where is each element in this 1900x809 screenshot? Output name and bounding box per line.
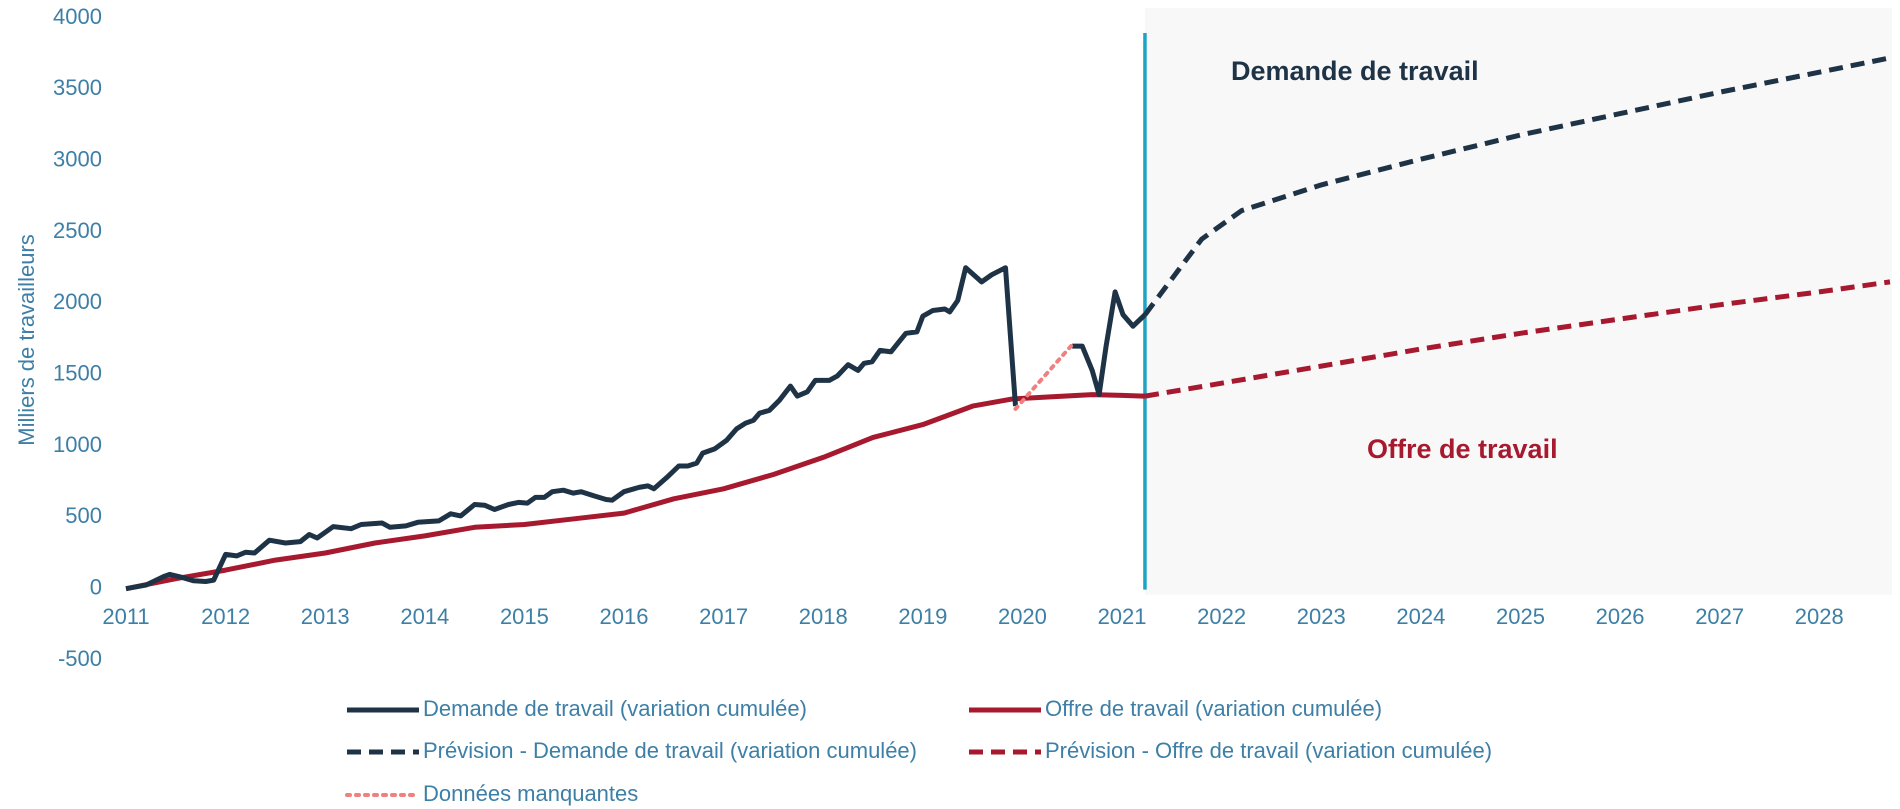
x-tick-label: 2024 (1396, 604, 1445, 629)
series-line (125, 265, 1147, 592)
x-tick-label: 2018 (799, 604, 848, 629)
series-line (1143, 55, 1891, 317)
x-tick-label: 2012 (201, 604, 250, 629)
y-tick-label: 3000 (53, 146, 102, 171)
y-tick-label: 0 (90, 574, 102, 599)
x-tick-label: 2027 (1695, 604, 1744, 629)
legend-label: Demande de travail (variation cumulée) (423, 696, 807, 721)
legend-label: Prévision - Demande de travail (variatio… (423, 738, 917, 763)
series-line (125, 392, 1146, 592)
x-tick-label: 2013 (301, 604, 350, 629)
x-tick-label: 2016 (600, 604, 649, 629)
x-tick-label: 2022 (1197, 604, 1246, 629)
x-tick-label: 2021 (1098, 604, 1147, 629)
x-tick-label: 2020 (998, 604, 1047, 629)
y-tick-label: 1000 (53, 432, 102, 457)
legend-label: Offre de travail (variation cumulée) (1045, 696, 1382, 721)
annotation: Offre de travail (1367, 434, 1558, 464)
y-axis-label: Milliers de travailleurs (14, 234, 39, 446)
y-tick-label: 500 (65, 503, 102, 528)
y-tick-label: 2500 (53, 218, 102, 243)
x-tick-label: 2023 (1297, 604, 1346, 629)
annotation: Demande de travail (1231, 56, 1479, 86)
y-tick-label: 4000 (53, 4, 102, 29)
forecast-region (1144, 8, 1892, 595)
x-tick-label: 2025 (1496, 604, 1545, 629)
x-tick-label: 2015 (500, 604, 549, 629)
y-tick-label: -500 (58, 646, 102, 671)
x-tick-label: 2028 (1795, 604, 1844, 629)
series-line (1013, 342, 1075, 411)
series-line (1144, 279, 1891, 399)
x-tick-label: 2026 (1596, 604, 1645, 629)
y-tick-label: 3500 (53, 75, 102, 100)
legend-label: Prévision - Offre de travail (variation … (1045, 738, 1492, 763)
x-tick-label: 2011 (102, 604, 149, 629)
y-tick-label: 2000 (53, 289, 102, 314)
legend-label: Données manquantes (423, 781, 638, 806)
x-tick-label: 2014 (400, 604, 449, 629)
x-tick-label: 2017 (699, 604, 748, 629)
y-tick-label: 1500 (53, 360, 102, 385)
x-tick-label: 2019 (898, 604, 947, 629)
